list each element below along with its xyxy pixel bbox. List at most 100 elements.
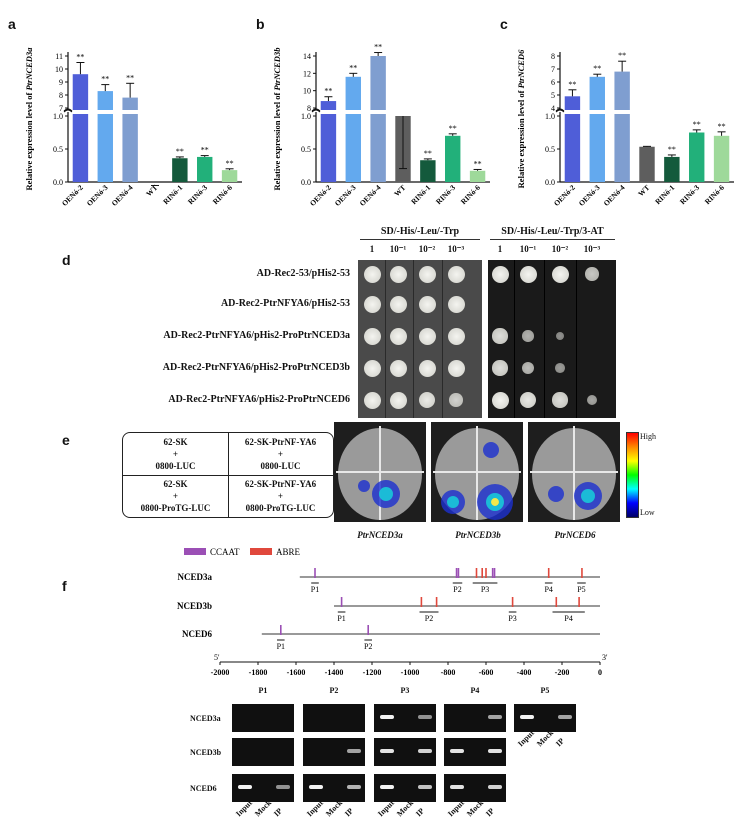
- bar-RINó-3: [445, 135, 461, 182]
- x-tick-label: OENó-2: [308, 183, 333, 208]
- luc-signal-core: [447, 496, 459, 508]
- gel-image: [374, 774, 436, 802]
- bar-RINó-6: [221, 170, 238, 182]
- gel-band: [558, 715, 572, 719]
- luc-signal: [358, 480, 370, 492]
- dilution-label: 1: [369, 244, 375, 254]
- gel-band: [309, 785, 323, 789]
- primer-label: P2: [425, 614, 433, 623]
- gel-band: [450, 749, 464, 753]
- panel-letter-d: d: [62, 252, 71, 268]
- gel-band: [380, 715, 394, 719]
- gel-band: [380, 749, 394, 753]
- x-tick-label: RINó-6: [703, 183, 726, 206]
- axis-break-mark: [311, 109, 321, 113]
- gel-band: [347, 785, 361, 789]
- y-tick-label: 0.5: [545, 145, 555, 154]
- y-tick-label: 8: [307, 104, 311, 113]
- x-tick-label: RINó-3: [434, 183, 457, 206]
- lane-label: IP: [414, 806, 427, 819]
- significance-mark: **: [126, 73, 134, 82]
- yeast-spot: [363, 359, 381, 377]
- panel-letter-b: b: [256, 16, 265, 32]
- plate-grid-line: [544, 260, 545, 418]
- yeast-row-label: AD-Rec2-PtrNFYA6/pHis2-ProPtrNCED3a: [163, 330, 350, 341]
- x-tick-label: RINó-1: [409, 183, 432, 206]
- significance-mark: **: [374, 43, 382, 52]
- legend-label: ABRE: [276, 547, 301, 557]
- dilution-label: 10⁻¹: [519, 244, 537, 254]
- yeast-header-rule-left: [360, 239, 480, 240]
- five-prime-end: 5': [214, 653, 220, 662]
- x-tick-label: OENó-4: [358, 183, 383, 208]
- gel-image: [303, 738, 365, 766]
- chip-column-label: P3: [400, 686, 410, 695]
- gel-image: [303, 774, 365, 802]
- position-tick-label: -2000: [211, 668, 230, 677]
- significance-mark: **: [668, 145, 676, 154]
- plate-grid-line: [441, 260, 443, 418]
- yeast-spot: [389, 265, 407, 283]
- bar-OENó-3: [345, 76, 361, 182]
- gel-image: [444, 738, 506, 766]
- gel-image: [444, 704, 506, 732]
- bar-chart-nced3b: Relative expression level of PtrNCED3b 0.…: [272, 43, 491, 208]
- yeast-spot: [447, 327, 465, 345]
- bar-OENó-3: [97, 91, 113, 182]
- axis-break-mark: [311, 108, 321, 112]
- significance-mark: **: [693, 120, 701, 129]
- x-tick-label: OENó-2: [552, 183, 577, 208]
- y-tick-label: 7: [59, 104, 63, 113]
- position-tick-label: -1200: [363, 668, 382, 677]
- primer-label: P1: [277, 642, 285, 651]
- y-tick-label: 10: [55, 65, 63, 74]
- y-tick-label: 8: [551, 52, 555, 61]
- y-tick-label: 1.0: [53, 112, 63, 121]
- panel-letter-c: c: [500, 16, 508, 32]
- yeast-spot: [447, 359, 465, 377]
- bar-OENó-4: [370, 56, 386, 182]
- lane-label: IP: [554, 736, 567, 749]
- gel-band: [450, 785, 464, 789]
- gel-image: [232, 738, 294, 766]
- y-axis-label: Relative expression level of PtrNCED3b: [272, 48, 282, 191]
- yeast-plate-control: [358, 260, 482, 418]
- x-tick-label: RINó-1: [161, 183, 184, 206]
- x-tick-label: RINó-3: [678, 183, 701, 206]
- yeast-spot: [389, 295, 407, 313]
- bar-OENó-2: [564, 96, 581, 182]
- yeast-spot: [522, 330, 534, 342]
- y-axis-label: Relative expression level of PtrNCED3a: [24, 47, 34, 191]
- position-tick-label: -1000: [401, 668, 420, 677]
- gene-label: NCED3b: [177, 601, 212, 611]
- bar-OENó-4: [614, 71, 630, 182]
- yeast-spot: [551, 265, 569, 283]
- dilution-label: 10⁻¹: [389, 244, 407, 254]
- significance-mark: **: [718, 122, 726, 131]
- yeast-spot: [555, 363, 565, 373]
- chip-row-label: NCED3b: [190, 748, 222, 757]
- dilution-label: 10⁻²: [418, 244, 436, 254]
- primer-label: P2: [453, 585, 461, 594]
- position-tick-label: 0: [598, 668, 602, 677]
- significance-mark: **: [568, 80, 576, 89]
- yeast-spot: [491, 265, 509, 283]
- legend-swatch-abre: [250, 548, 272, 555]
- plate-grid-line: [514, 260, 515, 418]
- yeast-spot: [492, 328, 508, 344]
- x-tick-label: OENó-3: [577, 183, 602, 208]
- significance-mark: **: [449, 124, 457, 133]
- bar-RINó-6: [469, 170, 486, 182]
- luc-combo-3: 62-SK +0800-ProTG-LUC: [140, 479, 211, 513]
- yeast-spot: [418, 391, 436, 409]
- x-tick-label: OENó-3: [85, 183, 110, 208]
- y-tick-label: 4: [551, 104, 555, 113]
- leaf-caption-nced3a: PtrNCED3a: [357, 530, 403, 540]
- position-tick-label: -600: [479, 668, 494, 677]
- legend-label: CCAAT: [210, 547, 240, 557]
- panel-letter-f: f: [62, 578, 67, 594]
- axis-break-gap: [317, 110, 491, 114]
- bar-RINó-3: [197, 156, 213, 182]
- dilution-label: 10⁻²: [551, 244, 569, 254]
- primer-label: P4: [544, 585, 552, 594]
